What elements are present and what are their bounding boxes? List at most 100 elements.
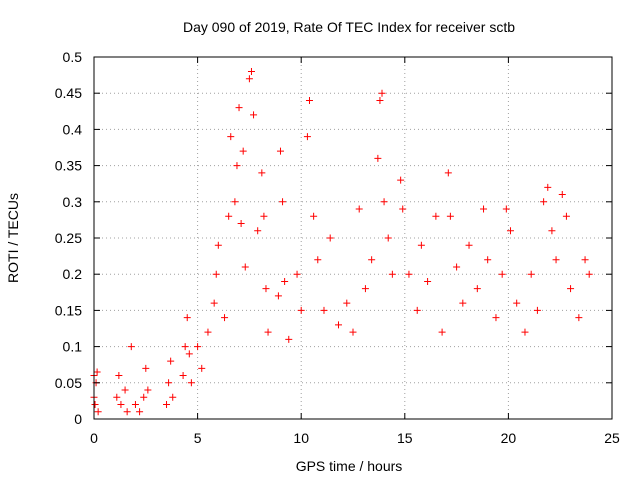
y-axis-ticks: 0 0.05 0.1 0.15 0.2 0.25 0.3 0.35 0.4 0.45 0.5 xyxy=(55,49,612,427)
data-point xyxy=(349,328,357,336)
data-point xyxy=(492,314,500,322)
data-point xyxy=(131,401,139,409)
y-tick-label: 0.15 xyxy=(55,302,82,318)
data-point xyxy=(258,169,266,177)
data-point xyxy=(376,96,384,104)
data-point xyxy=(527,270,535,278)
data-point xyxy=(274,292,282,300)
chart-title: Day 090 of 2019, Rate Of TEC Index for r… xyxy=(183,19,515,35)
x-tick-label: 0 xyxy=(90,430,98,446)
data-point xyxy=(297,306,305,314)
data-point xyxy=(165,379,173,387)
data-point xyxy=(320,306,328,314)
data-point xyxy=(310,212,318,220)
data-point xyxy=(361,285,369,293)
data-point xyxy=(144,386,152,394)
data-point xyxy=(285,335,293,343)
data-point xyxy=(260,212,268,220)
data-point xyxy=(210,299,218,307)
data-point xyxy=(254,227,262,235)
x-tick-label: 10 xyxy=(293,430,309,446)
data-point xyxy=(453,263,461,271)
data-point xyxy=(380,198,388,206)
data-point xyxy=(231,198,239,206)
y-tick-label: 0.3 xyxy=(63,194,83,210)
data-point xyxy=(93,368,101,376)
y-tick-label: 0.35 xyxy=(55,158,82,174)
data-point xyxy=(185,350,193,358)
data-point xyxy=(227,133,235,141)
data-point xyxy=(388,270,396,278)
data-point xyxy=(241,263,249,271)
data-point xyxy=(540,198,548,206)
data-point xyxy=(581,256,589,264)
data-point xyxy=(214,241,222,249)
data-point xyxy=(221,314,229,322)
y-tick-label: 0.4 xyxy=(63,121,83,137)
data-point xyxy=(247,67,255,75)
data-point xyxy=(575,314,583,322)
data-point xyxy=(521,328,529,336)
data-point xyxy=(123,408,131,416)
data-point xyxy=(473,285,481,293)
data-point xyxy=(405,270,413,278)
data-point xyxy=(424,277,432,285)
y-tick-label: 0.5 xyxy=(63,49,83,65)
data-point xyxy=(113,393,121,401)
data-point xyxy=(225,212,233,220)
data-point xyxy=(127,343,135,351)
data-point xyxy=(562,212,570,220)
data-point xyxy=(480,205,488,213)
data-points xyxy=(90,67,593,416)
data-point xyxy=(250,111,258,119)
data-point xyxy=(314,256,322,264)
y-tick-label: 0.1 xyxy=(63,339,83,355)
data-point xyxy=(498,270,506,278)
data-point xyxy=(264,328,272,336)
x-tick-label: 15 xyxy=(397,430,413,446)
data-point xyxy=(181,343,189,351)
data-point xyxy=(94,408,102,416)
data-point xyxy=(163,401,171,409)
x-axis-ticks: 0 5 10 15 20 25 xyxy=(90,57,620,446)
data-point xyxy=(502,205,510,213)
x-tick-label: 20 xyxy=(501,430,517,446)
data-point xyxy=(239,147,247,155)
data-point xyxy=(142,364,150,372)
data-point xyxy=(384,234,392,242)
y-tick-label: 0.25 xyxy=(55,230,82,246)
y-tick-label: 0.45 xyxy=(55,85,82,101)
data-point xyxy=(413,306,421,314)
data-point xyxy=(374,154,382,162)
data-point xyxy=(198,364,206,372)
data-point xyxy=(179,372,187,380)
data-point xyxy=(513,299,521,307)
grid-lines xyxy=(94,57,612,419)
data-point xyxy=(281,277,289,285)
data-point xyxy=(544,183,552,191)
data-point xyxy=(368,256,376,264)
data-point xyxy=(465,241,473,249)
data-point xyxy=(446,212,454,220)
data-point xyxy=(533,306,541,314)
data-point xyxy=(585,270,593,278)
data-point xyxy=(293,270,301,278)
data-point xyxy=(279,198,287,206)
data-point xyxy=(91,401,99,409)
data-point xyxy=(237,220,245,228)
data-point xyxy=(558,191,566,199)
data-point xyxy=(245,75,253,83)
data-point xyxy=(140,393,148,401)
data-point xyxy=(117,401,125,409)
data-point xyxy=(548,227,556,235)
data-point xyxy=(432,212,440,220)
data-point xyxy=(397,176,405,184)
data-point xyxy=(438,328,446,336)
data-point xyxy=(343,299,351,307)
data-point xyxy=(484,256,492,264)
data-point xyxy=(444,169,452,177)
data-point xyxy=(169,393,177,401)
data-point xyxy=(355,205,363,213)
data-point xyxy=(276,147,284,155)
